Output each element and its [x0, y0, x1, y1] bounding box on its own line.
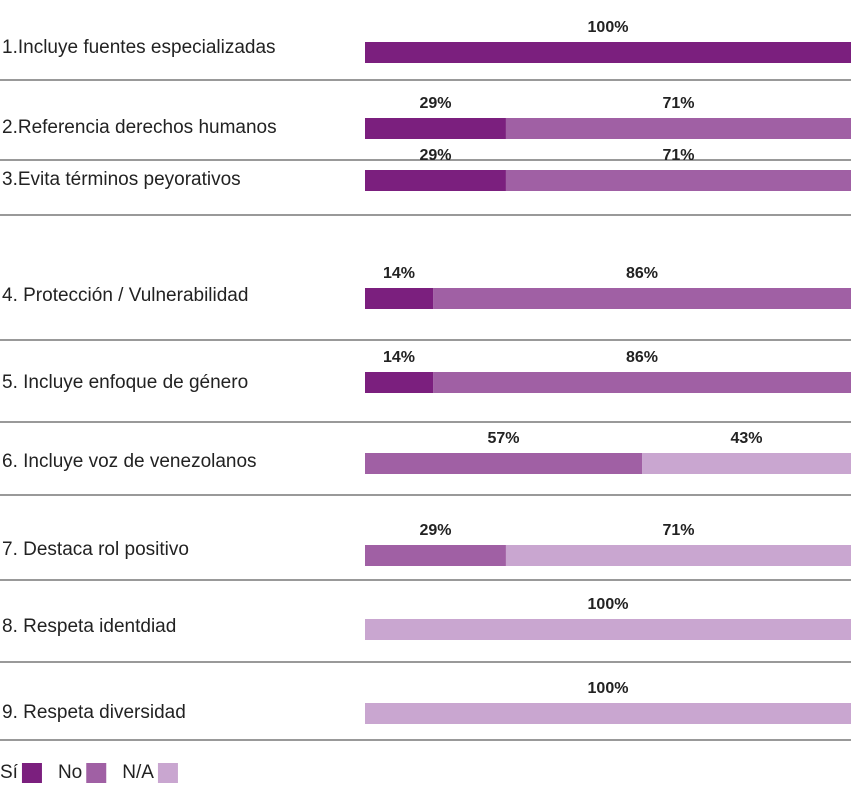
bar-segment	[365, 453, 643, 474]
value-label: 43%	[730, 430, 762, 447]
bar-segment	[365, 170, 506, 191]
category-label: 9. Respeta diversidad	[2, 702, 186, 723]
value-label: 86%	[626, 349, 658, 366]
bar-segment	[365, 545, 506, 566]
value-label: 71%	[662, 522, 694, 539]
legend-label: Sí	[0, 762, 19, 783]
category-label: 8. Respeta identdiad	[2, 616, 176, 637]
value-label: 29%	[419, 147, 451, 164]
category-label: 5. Incluye enfoque de género	[2, 372, 248, 393]
value-label: 71%	[662, 95, 694, 112]
bar-segment	[505, 118, 851, 139]
value-label: 14%	[383, 349, 415, 366]
bar-segment	[365, 703, 851, 724]
value-label: 71%	[662, 147, 694, 164]
legend-swatch	[21, 763, 42, 783]
bar-segment	[433, 372, 851, 393]
category-label: 3.Evita términos peyorativos	[2, 169, 241, 190]
bar-segment	[433, 288, 851, 309]
bar-segment	[365, 619, 851, 640]
bar-segment	[365, 42, 851, 63]
bar-segment	[365, 118, 506, 139]
category-label: 1.Incluye fuentes especializadas	[2, 37, 276, 58]
bar-segment	[642, 453, 851, 474]
bar-segment	[365, 288, 434, 309]
legend-swatch	[86, 763, 107, 783]
value-label: 86%	[626, 265, 658, 282]
legend-label: No	[58, 762, 82, 783]
value-label: 14%	[383, 265, 415, 282]
value-label: 29%	[419, 522, 451, 539]
bar-segment	[505, 170, 851, 191]
category-label: 2.Referencia derechos humanos	[2, 117, 277, 138]
category-label: 4. Protección / Vulnerabilidad	[2, 285, 248, 306]
bar-segment	[505, 545, 851, 566]
legend-label: N/A	[122, 762, 154, 783]
legend-swatch	[157, 763, 178, 783]
category-label: 6. Incluye voz de venezolanos	[2, 451, 257, 472]
category-label: 7. Destaca rol positivo	[2, 539, 189, 560]
value-label: 100%	[588, 680, 629, 697]
value-label: 100%	[588, 596, 629, 613]
value-label: 57%	[487, 430, 519, 447]
value-label: 100%	[588, 19, 629, 36]
bar-segment	[365, 372, 434, 393]
value-label: 29%	[419, 95, 451, 112]
